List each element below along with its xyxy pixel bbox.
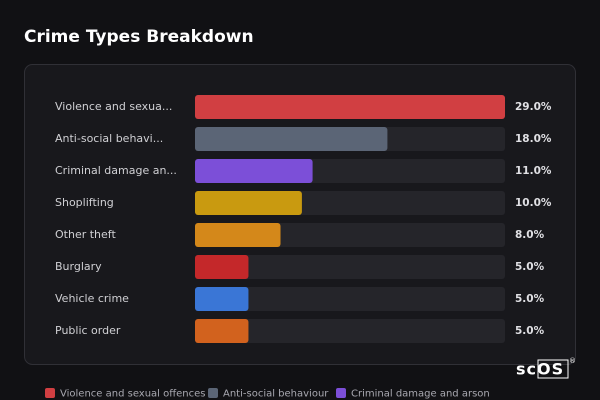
legend-swatch xyxy=(336,388,346,398)
value-label: 11.0% xyxy=(515,165,552,177)
legend-label: Violence and sexual offences xyxy=(60,389,206,400)
category-label: Shoplifting xyxy=(55,196,114,209)
bar xyxy=(195,319,249,343)
value-label: 10.0% xyxy=(515,197,552,209)
value-label: 18.0% xyxy=(515,133,552,145)
legend-label: Criminal damage and arson xyxy=(351,389,490,400)
category-label: Anti-social behavi... xyxy=(55,132,163,145)
legend-swatch xyxy=(208,388,218,398)
category-label: Burglary xyxy=(55,260,102,273)
bar-track xyxy=(195,255,505,279)
bar xyxy=(195,287,249,311)
category-label: Public order xyxy=(55,324,121,337)
value-label: 5.0% xyxy=(515,261,545,273)
legend-swatch xyxy=(45,388,55,398)
value-label: 5.0% xyxy=(515,325,545,337)
bar-track xyxy=(195,319,505,343)
category-label: Other theft xyxy=(55,228,116,241)
bar xyxy=(195,95,505,119)
value-label: 5.0% xyxy=(515,293,545,305)
value-label: 8.0% xyxy=(515,229,545,241)
bar xyxy=(195,223,281,247)
watermark: scOS xyxy=(516,360,564,379)
chart-title: Crime Types Breakdown xyxy=(24,27,254,47)
category-label: Criminal damage an... xyxy=(55,164,177,177)
category-label: Vehicle crime xyxy=(55,292,129,305)
watermark-mark: ® xyxy=(569,357,576,365)
bar xyxy=(195,255,249,279)
value-label: 29.0% xyxy=(515,101,552,113)
legend-label: Anti-social behaviour xyxy=(223,389,329,400)
bar xyxy=(195,191,302,215)
bar xyxy=(195,159,313,183)
logo-box xyxy=(537,359,569,379)
category-label: Violence and sexua... xyxy=(55,100,172,113)
bar-track xyxy=(195,287,505,311)
bar xyxy=(195,127,388,151)
